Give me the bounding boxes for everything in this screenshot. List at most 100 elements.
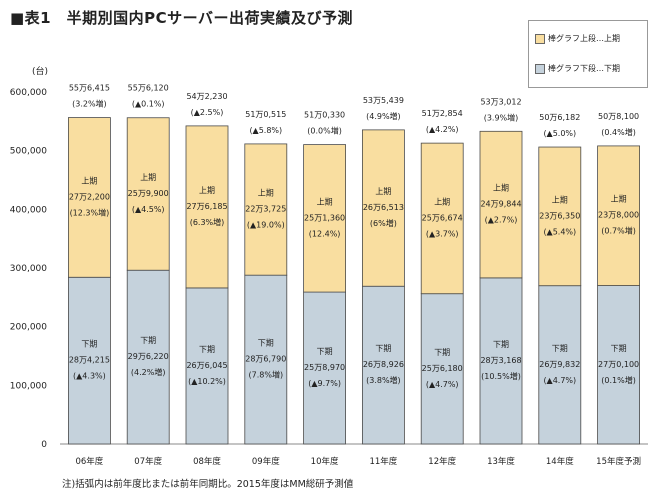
change-label: (10.5%増) bbox=[481, 371, 521, 381]
series-name-label: 下期 bbox=[434, 348, 450, 357]
series-name-label: 上期 bbox=[375, 187, 391, 196]
series-name-label: 下期 bbox=[258, 339, 274, 348]
x-tick-label: 14年度 bbox=[546, 456, 574, 467]
change-label: (▲19.0%) bbox=[247, 221, 285, 230]
series-name-label: 下期 bbox=[199, 345, 215, 354]
change-label: (▲10.2%) bbox=[188, 377, 226, 386]
total-label: 50万8,100 bbox=[598, 112, 639, 121]
change-label: (▲2.7%) bbox=[485, 216, 518, 225]
data-label: 26万8,926 bbox=[363, 360, 404, 369]
change-label: (12.4%) bbox=[309, 229, 341, 238]
change-label: (6.3%増) bbox=[190, 217, 225, 227]
data-label: 25万9,900 bbox=[128, 189, 169, 198]
x-tick-label: 10年度 bbox=[311, 456, 339, 467]
change-label: (▲4.3%) bbox=[73, 372, 106, 381]
x-tick-label: 13年度 bbox=[487, 456, 515, 467]
bar-lower bbox=[361, 285, 405, 445]
bar-lower bbox=[68, 276, 111, 445]
change-label: (▲4.7%) bbox=[543, 376, 576, 385]
x-tick-label: 07年度 bbox=[134, 456, 162, 467]
bar-upper bbox=[420, 142, 464, 295]
change-label: (▲3.7%) bbox=[426, 229, 459, 238]
data-label: 28万4,215 bbox=[69, 356, 110, 365]
data-label: 26万9,832 bbox=[539, 360, 580, 369]
bar-upper bbox=[303, 144, 347, 293]
legend-item-upper: 棒グラフ上段…上期 bbox=[535, 33, 620, 44]
total-change-label: (3.2%増) bbox=[72, 99, 107, 109]
series-name-label: 下期 bbox=[317, 347, 333, 356]
change-label: (▲5.4%) bbox=[543, 227, 576, 236]
change-label: (6%増) bbox=[370, 218, 397, 228]
total-change-label: (3.9%増) bbox=[484, 112, 519, 122]
bar-upper bbox=[244, 143, 288, 276]
bar-lower bbox=[303, 291, 347, 445]
series-name-label: 下期 bbox=[552, 344, 568, 353]
y-tick-label: 0 bbox=[41, 440, 47, 450]
series-name-label: 下期 bbox=[81, 340, 97, 349]
series-name-label: 上期 bbox=[199, 186, 215, 195]
data-label: 23万8,000 bbox=[598, 211, 639, 220]
total-label: 55万6,120 bbox=[128, 84, 169, 93]
series-name-label: 上期 bbox=[434, 197, 450, 206]
change-label: (0.7%増) bbox=[601, 226, 636, 236]
total-change-label: (4.9%増) bbox=[366, 111, 401, 121]
series-name-label: 上期 bbox=[140, 173, 156, 182]
data-label: 25万8,970 bbox=[304, 363, 345, 372]
change-label: (▲4.5%) bbox=[132, 205, 165, 214]
series-name-label: 下期 bbox=[140, 336, 156, 345]
x-tick-label: 08年度 bbox=[193, 456, 221, 467]
data-label: 23万6,350 bbox=[539, 211, 580, 220]
change-label: (3.8%増) bbox=[366, 375, 401, 385]
total-change-label: (▲0.1%) bbox=[132, 100, 165, 109]
x-tick-label: 11年度 bbox=[369, 456, 397, 467]
total-label: 53万3,012 bbox=[480, 97, 521, 106]
data-label: 25万6,674 bbox=[422, 213, 463, 222]
total-label: 51万0,330 bbox=[304, 111, 345, 120]
total-label: 54万2,230 bbox=[186, 92, 227, 101]
bar-lower bbox=[538, 285, 582, 445]
total-label: 50万6,182 bbox=[539, 113, 580, 122]
bar-upper bbox=[185, 125, 229, 289]
x-tick-label: 06年度 bbox=[75, 456, 103, 467]
data-label: 26万6,045 bbox=[186, 361, 227, 370]
y-tick-label: 300,000 bbox=[10, 264, 47, 274]
total-label: 53万5,439 bbox=[363, 96, 404, 105]
footnote: 注)括弧内は前年度比または前年同期比。2015年度はMM総研予測値 bbox=[62, 479, 354, 490]
bar-lower bbox=[126, 269, 170, 445]
x-tick-label: 09年度 bbox=[252, 456, 280, 467]
data-label: 27万0,100 bbox=[598, 360, 639, 369]
change-label: (▲4.7%) bbox=[426, 380, 459, 389]
change-label: (4.2%増) bbox=[131, 367, 166, 377]
bar-upper bbox=[126, 117, 170, 271]
total-change-label: (▲5.8%) bbox=[249, 126, 282, 135]
data-label: 27万6,185 bbox=[186, 202, 227, 211]
series-name-label: 下期 bbox=[375, 344, 391, 353]
data-label: 28万6,790 bbox=[245, 355, 286, 364]
total-change-label: (▲4.2%) bbox=[426, 125, 459, 134]
chart-legend: 棒グラフ上段…上期 棒グラフ下段…下期 bbox=[528, 20, 648, 88]
y-tick-label: 200,000 bbox=[10, 323, 47, 333]
bar-upper bbox=[597, 145, 640, 286]
series-name-label: 下期 bbox=[611, 344, 627, 353]
legend-label-lower: 棒グラフ下段…下期 bbox=[548, 64, 620, 73]
series-name-label: 下期 bbox=[493, 340, 509, 349]
legend-item-lower: 棒グラフ下段…下期 bbox=[535, 63, 620, 74]
y-unit-label: (台) bbox=[32, 65, 48, 77]
bar-upper bbox=[68, 117, 111, 278]
total-label: 51万0,515 bbox=[245, 110, 286, 119]
data-label: 29万6,220 bbox=[128, 352, 169, 361]
series-name-label: 上期 bbox=[317, 197, 333, 206]
legend-swatch-upper bbox=[535, 33, 545, 44]
series-name-label: 上期 bbox=[552, 195, 568, 204]
total-label: 55万6,415 bbox=[69, 84, 110, 93]
data-label: 25万1,360 bbox=[304, 213, 345, 222]
series-name-label: 上期 bbox=[611, 195, 627, 204]
total-change-label: (0.4%増) bbox=[601, 127, 636, 137]
x-tick-label: 12年度 bbox=[428, 456, 456, 467]
bar-lower bbox=[185, 287, 229, 445]
bar-lower bbox=[420, 293, 464, 445]
total-change-label: (▲5.0%) bbox=[543, 129, 576, 138]
bar-lower bbox=[479, 277, 523, 445]
bar-lower bbox=[597, 285, 640, 445]
